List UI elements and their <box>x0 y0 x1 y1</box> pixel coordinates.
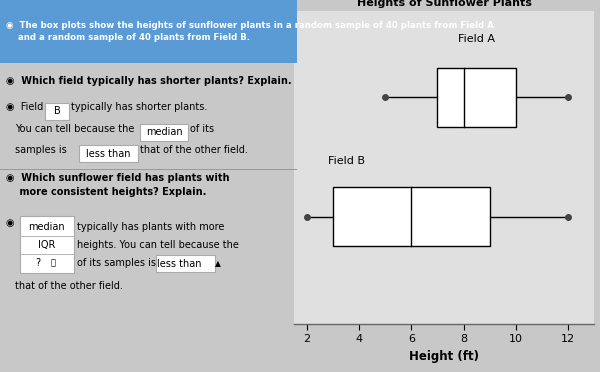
Text: median: median <box>146 128 182 137</box>
Text: less than: less than <box>157 259 202 269</box>
FancyBboxPatch shape <box>45 103 70 120</box>
Text: Field B: Field B <box>328 156 365 166</box>
Text: You can tell because the: You can tell because the <box>15 124 134 134</box>
Text: less than: less than <box>86 149 131 158</box>
Bar <box>437 68 516 127</box>
Text: ◉  Field: ◉ Field <box>6 102 43 112</box>
Text: samples is: samples is <box>15 145 67 155</box>
Text: ?: ? <box>35 257 40 267</box>
Text: ◉  Which sunflower field has plants with
    more consistent heights? Explain.: ◉ Which sunflower field has plants with … <box>6 173 229 197</box>
Text: IQR: IQR <box>38 240 55 250</box>
FancyBboxPatch shape <box>156 255 215 272</box>
Text: that of the other field.: that of the other field. <box>15 281 123 291</box>
Text: that of the other field.: that of the other field. <box>140 145 247 155</box>
Text: of its samples is: of its samples is <box>77 257 156 267</box>
Text: typically has shorter plants.: typically has shorter plants. <box>71 102 208 112</box>
Text: ◉  The box plots show the heights of sunflower plants in a random sample of 40 p: ◉ The box plots show the heights of sunf… <box>6 21 494 42</box>
Text: ◉  Which field typically has shorter plants? Explain.: ◉ Which field typically has shorter plan… <box>6 76 292 86</box>
Text: Heights of Sunflower Plants: Heights of Sunflower Plants <box>356 0 532 8</box>
Text: B: B <box>53 106 61 116</box>
Text: median: median <box>28 222 65 232</box>
Text: ▲: ▲ <box>215 259 221 268</box>
Bar <box>333 187 490 246</box>
Text: ⮠: ⮠ <box>50 258 55 267</box>
Text: typically has plants with more: typically has plants with more <box>77 222 224 232</box>
Text: heights. You can tell because the: heights. You can tell because the <box>77 240 239 250</box>
FancyBboxPatch shape <box>20 216 74 273</box>
X-axis label: Height (ft): Height (ft) <box>409 350 479 363</box>
Text: ◉: ◉ <box>6 218 14 228</box>
Bar <box>0 0 297 63</box>
FancyBboxPatch shape <box>79 145 138 162</box>
Text: Field A: Field A <box>458 34 495 44</box>
FancyBboxPatch shape <box>140 124 188 141</box>
Text: of its: of its <box>190 124 214 134</box>
